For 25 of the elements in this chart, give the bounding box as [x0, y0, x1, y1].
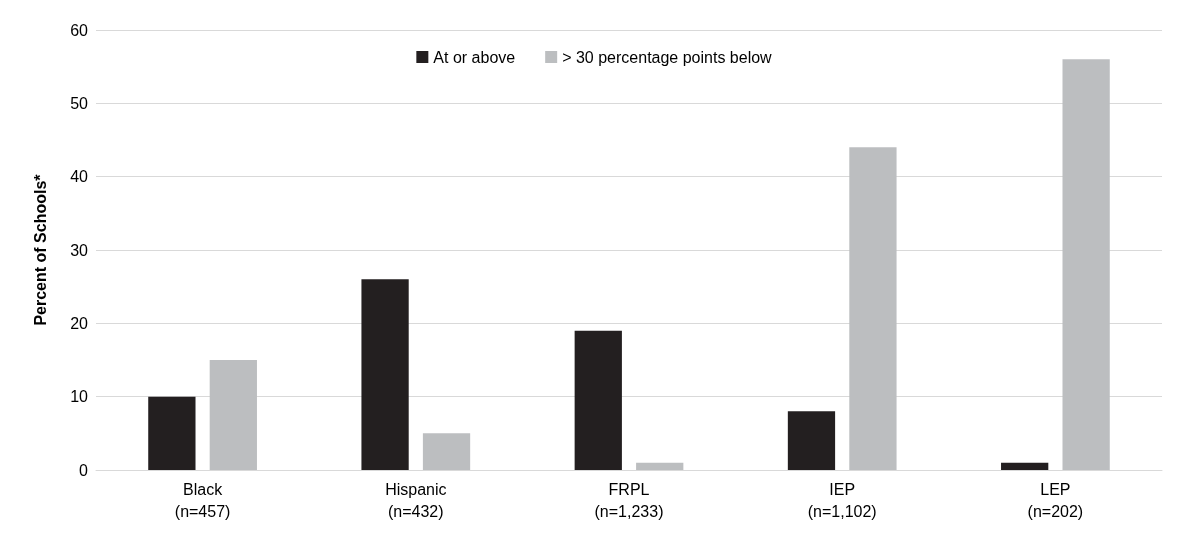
bar	[148, 396, 196, 470]
legend-label: At or above	[433, 48, 516, 66]
bar	[422, 433, 471, 470]
bar	[1062, 59, 1110, 470]
x-tick-label: FRPL (n=1,233)	[594, 480, 664, 520]
y-tick-label: 50	[70, 94, 89, 112]
y-tick-label: 30	[70, 241, 89, 259]
bar	[1001, 462, 1049, 470]
x-tick-label: IEP (n=1,102)	[807, 480, 877, 520]
x-tick-label: Black (n=457)	[174, 480, 231, 520]
y-tick-label: 10	[70, 388, 89, 406]
x-tick-label: LEP (n=202)	[1027, 480, 1084, 520]
bar	[574, 330, 622, 470]
bar	[209, 360, 257, 470]
bar	[787, 411, 836, 470]
bar	[636, 462, 684, 470]
y-tick-label: 40	[70, 168, 89, 186]
y-tick-label: 0	[79, 461, 89, 479]
y-tick-label: 20	[70, 314, 89, 332]
y-axis-title: Percent of Schools*	[31, 173, 49, 326]
x-tick-label: Hispanic (n=432)	[385, 480, 447, 520]
legend-label: > 30 percentage points below	[562, 48, 773, 66]
y-tick-label: 60	[70, 21, 89, 39]
bar	[361, 279, 409, 470]
bar	[849, 147, 897, 470]
